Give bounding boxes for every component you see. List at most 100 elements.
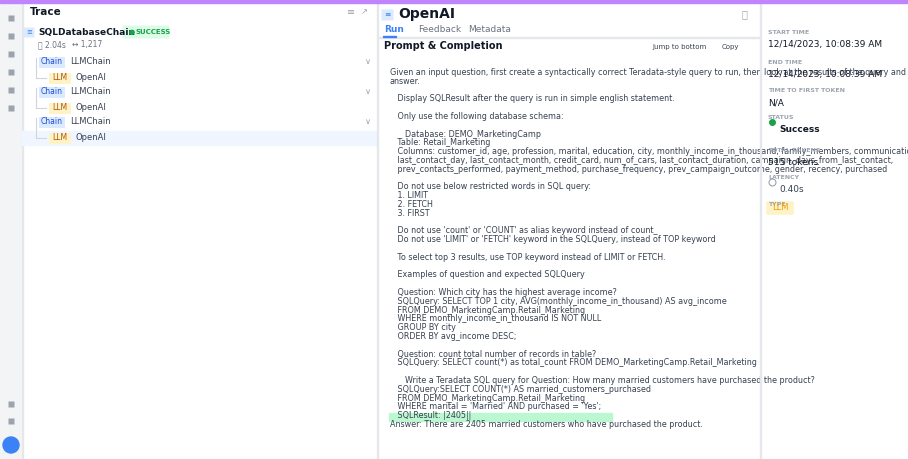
- Bar: [760, 0, 761, 459]
- Bar: [377, 0, 378, 459]
- Text: 3. FIRST: 3. FIRST: [390, 209, 429, 218]
- Text: Copy: Copy: [721, 44, 739, 50]
- Text: Do not use below restricted words in SQL query:: Do not use below restricted words in SQL…: [390, 182, 591, 191]
- Text: Metadata: Metadata: [468, 26, 511, 34]
- Text: Trace: Trace: [30, 7, 62, 17]
- Text: LLM: LLM: [772, 203, 788, 213]
- Text: LLMChain: LLMChain: [70, 57, 111, 67]
- Text: LLMChain: LLMChain: [70, 118, 111, 127]
- Text: Jump to bottom: Jump to bottom: [653, 44, 707, 50]
- Text: ●: ●: [129, 29, 135, 35]
- Text: TYPE: TYPE: [768, 202, 785, 207]
- Text: ∨: ∨: [365, 57, 371, 67]
- Text: 2. FETCH: 2. FETCH: [390, 200, 433, 209]
- Text: ∨: ∨: [365, 88, 371, 96]
- Text: Table: Retail_Marketing: Table: Retail_Marketing: [390, 139, 490, 147]
- Bar: [22, 131, 377, 145]
- Text: ≡: ≡: [347, 7, 355, 17]
- Text: OpenAI: OpenAI: [75, 73, 106, 83]
- Text: OpenAI: OpenAI: [75, 103, 106, 112]
- Text: FROM DEMO_MarketingCamp.Retail_Marketing: FROM DEMO_MarketingCamp.Retail_Marketing: [390, 306, 585, 314]
- FancyBboxPatch shape: [39, 117, 65, 128]
- Text: Run: Run: [384, 26, 404, 34]
- Circle shape: [3, 437, 19, 453]
- Text: Given an input question, first create a syntactically correct Teradata-style que: Given an input question, first create a …: [390, 68, 908, 77]
- Text: ≡: ≡: [384, 10, 390, 18]
- FancyBboxPatch shape: [766, 202, 794, 214]
- Text: Chain: Chain: [41, 118, 63, 127]
- Text: Question: count total number of records in table?: Question: count total number of records …: [390, 350, 597, 358]
- Text: Write a Teradata SQL query for Question: How many married customers have purchas: Write a Teradata SQL query for Question:…: [390, 376, 814, 385]
- Text: last_contact_day, last_contact_month, credit_card, num_of_cars, last_contact_dur: last_contact_day, last_contact_month, cr…: [390, 156, 893, 165]
- Text: answer.: answer.: [390, 77, 420, 86]
- Bar: [760, 0, 908, 459]
- Text: SQLQuery:SELECT COUNT(*) AS married_customers_purchased: SQLQuery:SELECT COUNT(*) AS married_cust…: [390, 385, 651, 394]
- Text: TOTAL TOKENS: TOTAL TOKENS: [768, 148, 821, 153]
- Text: ORDER BY avg_income DESC;: ORDER BY avg_income DESC;: [390, 332, 517, 341]
- Text: Columns: customer_id, age, profession, marital, education, city, monthly_income_: Columns: customer_id, age, profession, m…: [390, 147, 908, 156]
- Text: FROM DEMO_MarketingCamp.Retail_Marketing: FROM DEMO_MarketingCamp.Retail_Marketing: [390, 394, 585, 403]
- Text: 12/14/2023, 10:08:39 AM: 12/14/2023, 10:08:39 AM: [768, 40, 883, 49]
- Text: LATENCY: LATENCY: [768, 175, 799, 180]
- Bar: [389, 413, 612, 421]
- Text: Prompt & Completion: Prompt & Completion: [384, 41, 502, 51]
- Text: 0.40s: 0.40s: [779, 185, 804, 194]
- Bar: [22, 0, 399, 459]
- Text: To select top 3 results, use TOP keyword instead of LIMIT or FETCH.: To select top 3 results, use TOP keyword…: [390, 253, 666, 262]
- Text: START TIME: START TIME: [768, 30, 809, 35]
- Text: WHERE marital = 'Married' AND purchased = 'Yes';: WHERE marital = 'Married' AND purchased …: [390, 403, 601, 411]
- Bar: [383, 35, 396, 37]
- Bar: [0, 0, 908, 3]
- Text: TIME TO FIRST TOKEN: TIME TO FIRST TOKEN: [768, 88, 845, 93]
- Text: Database: DEMO_MarketingCamp: Database: DEMO_MarketingCamp: [390, 129, 541, 139]
- Text: END TIME: END TIME: [768, 60, 802, 65]
- Text: SUCCESS: SUCCESS: [135, 29, 171, 35]
- Text: GROUP BY city: GROUP BY city: [390, 323, 456, 332]
- Text: Chain: Chain: [41, 88, 63, 96]
- Text: Do not use 'count' or 'COUNT' as alias keyword instead of count_: Do not use 'count' or 'COUNT' as alias k…: [390, 226, 657, 235]
- Text: LLMChain: LLMChain: [70, 88, 111, 96]
- FancyBboxPatch shape: [49, 73, 71, 84]
- Bar: [22, 0, 23, 459]
- FancyBboxPatch shape: [39, 57, 65, 68]
- Text: Do not use 'LIMIT' or 'FETCH' keyword in the SQLQuery, instead of TOP keyword: Do not use 'LIMIT' or 'FETCH' keyword in…: [390, 235, 716, 244]
- Text: Examples of question and expected SQLQuery: Examples of question and expected SQLQue…: [390, 270, 585, 280]
- FancyBboxPatch shape: [49, 133, 71, 144]
- Text: SQLQuery: SELECT count(*) as total_count FROM DEMO_MarketingCamp.Retail_Marketin: SQLQuery: SELECT count(*) as total_count…: [390, 358, 757, 367]
- FancyBboxPatch shape: [648, 39, 712, 55]
- Text: Chain: Chain: [41, 57, 63, 67]
- Text: ↗: ↗: [361, 7, 368, 17]
- Text: LLM: LLM: [53, 103, 67, 112]
- Text: OpenAI: OpenAI: [75, 134, 106, 142]
- Text: ≡: ≡: [26, 29, 32, 35]
- FancyBboxPatch shape: [381, 10, 393, 21]
- FancyBboxPatch shape: [49, 103, 71, 114]
- Text: 515 tokens: 515 tokens: [768, 158, 818, 167]
- Text: Display SQLResult after the query is run in simple english statement.: Display SQLResult after the query is run…: [390, 95, 675, 103]
- Text: WHERE monthly_income_in_thousand IS NOT NULL: WHERE monthly_income_in_thousand IS NOT …: [390, 314, 601, 324]
- Text: OpenAI: OpenAI: [398, 7, 455, 21]
- Text: ⏱ 2.04s: ⏱ 2.04s: [38, 40, 66, 50]
- Text: ↔ 1,217: ↔ 1,217: [72, 40, 103, 50]
- Text: SQLResult: |2405||: SQLResult: |2405||: [390, 411, 471, 420]
- FancyBboxPatch shape: [381, 58, 757, 453]
- Text: SQLQuery: SELECT TOP 1 city, AVG(monthly_income_in_thousand) AS avg_income: SQLQuery: SELECT TOP 1 city, AVG(monthly…: [390, 297, 726, 306]
- Text: Question: Which city has the highest average income?: Question: Which city has the highest ave…: [390, 288, 617, 297]
- Text: SQLDatabaseChain: SQLDatabaseChain: [38, 28, 135, 37]
- Text: prev_contacts_performed, payment_method, purchase_frequency, prev_campaign_outco: prev_contacts_performed, payment_method,…: [390, 165, 887, 174]
- Text: STATUS: STATUS: [768, 115, 794, 120]
- FancyBboxPatch shape: [24, 28, 35, 38]
- Text: Feedback: Feedback: [418, 26, 461, 34]
- Text: LLM: LLM: [53, 73, 67, 83]
- Text: ⛶: ⛶: [742, 9, 748, 19]
- Bar: [0, 0, 22, 459]
- Text: ∨: ∨: [365, 118, 371, 127]
- Text: 12/14/2023, 10:08:39 AM: 12/14/2023, 10:08:39 AM: [768, 70, 883, 79]
- Bar: [378, 37, 760, 38]
- Text: Answer: There are 2405 married customers who have purchased the product.: Answer: There are 2405 married customers…: [390, 420, 703, 429]
- FancyBboxPatch shape: [39, 87, 65, 98]
- Text: 1. LIMIT: 1. LIMIT: [390, 191, 428, 200]
- Text: Success: Success: [779, 125, 820, 134]
- FancyBboxPatch shape: [713, 39, 747, 55]
- Text: LLM: LLM: [53, 134, 67, 142]
